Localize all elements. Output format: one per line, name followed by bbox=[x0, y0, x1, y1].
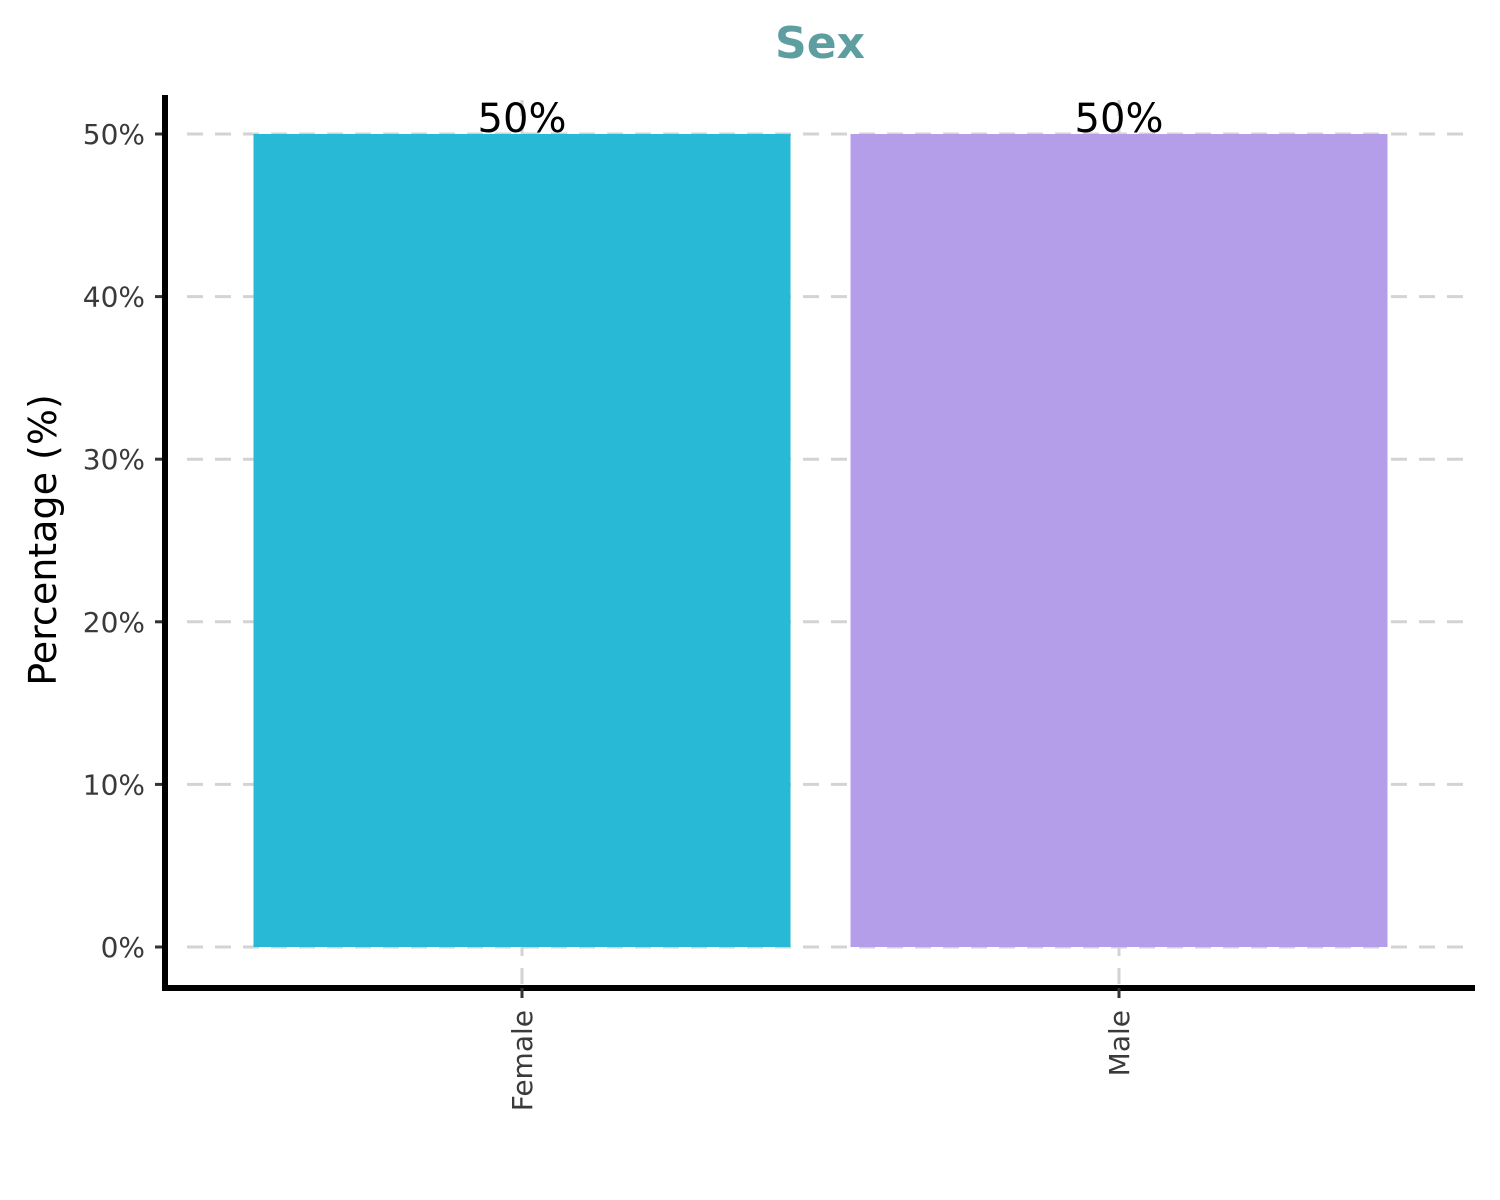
chart-title: Sex bbox=[775, 18, 865, 69]
y-tick-label: 30% bbox=[83, 443, 145, 476]
bar-male bbox=[850, 134, 1388, 947]
data-label: 50% bbox=[478, 96, 567, 142]
y-tick-label: 40% bbox=[83, 281, 145, 314]
y-tick-label: 10% bbox=[83, 768, 145, 801]
axes bbox=[155, 95, 1475, 998]
y-axis-title: Percentage (%) bbox=[21, 394, 65, 686]
x-tick-label: Female bbox=[506, 1010, 539, 1111]
bars bbox=[253, 134, 1388, 947]
y-tick-label: 50% bbox=[83, 118, 145, 151]
x-tick-label: Male bbox=[1103, 1010, 1136, 1076]
data-label: 50% bbox=[1075, 96, 1164, 142]
labels: 0% 10% 20% 30% 40% 50% 50% 50% Female Male bbox=[83, 96, 1164, 1111]
y-tick-label: 20% bbox=[83, 606, 145, 639]
bar-female bbox=[253, 134, 791, 947]
y-tick-label: 0% bbox=[101, 931, 145, 964]
